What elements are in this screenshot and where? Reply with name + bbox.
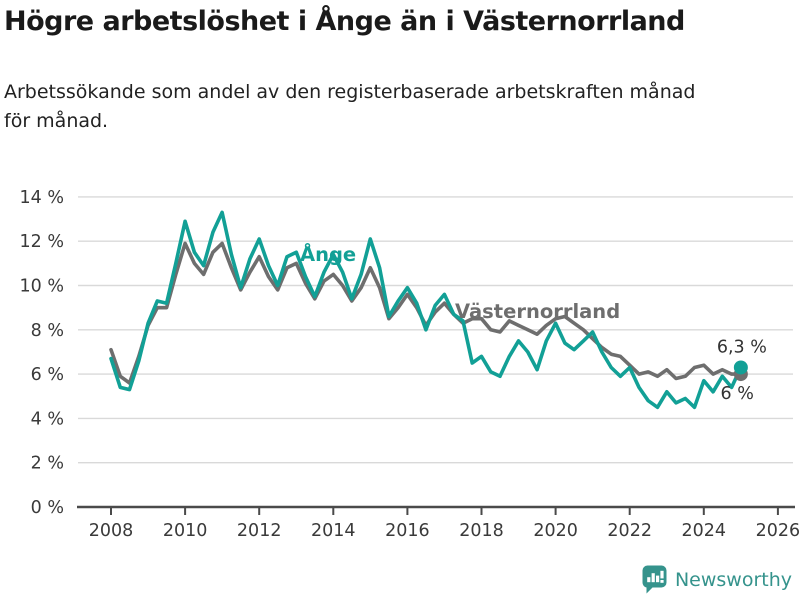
x-tick-label-2014: 2014 xyxy=(311,521,356,541)
x-tick-label-2018: 2018 xyxy=(459,521,504,541)
y-tick-label-6: 6 % xyxy=(31,365,64,385)
x-tick-label-2012: 2012 xyxy=(237,521,282,541)
y-tick-label-0: 0 % xyxy=(31,498,64,518)
nge-series-label: Ånge xyxy=(300,242,356,266)
x-tick-label-2008: 2008 xyxy=(89,521,134,541)
y-tick-label-8: 8 % xyxy=(31,321,64,341)
nge-end-value-label: 6,3 % xyxy=(717,337,767,357)
x-tick-label-2026: 2026 xyxy=(756,521,800,541)
x-tick-label-2022: 2022 xyxy=(607,521,652,541)
chart-subtitle: Arbetssökande som andel av den registerb… xyxy=(4,81,696,132)
y-tick-label-10: 10 % xyxy=(20,277,64,297)
chart-title: Högre arbetslöshet i Ånge än i Västernor… xyxy=(4,6,685,37)
nge-end-dot xyxy=(733,360,748,375)
nge-line xyxy=(109,210,743,410)
y-tick-label-2: 2 % xyxy=(31,454,64,474)
y-tick-label-4: 4 % xyxy=(31,409,64,429)
newsworthy-icon xyxy=(642,565,667,594)
x-tick-label-2024: 2024 xyxy=(682,521,727,541)
y-tick-label-14: 14 % xyxy=(20,188,64,208)
y-tick-label-12: 12 % xyxy=(20,232,64,252)
vsternorrland-series-label: Västernorrland xyxy=(455,300,620,323)
newsworthy-logo[interactable]: Newsworthy xyxy=(642,565,792,594)
x-tick-label-2016: 2016 xyxy=(385,521,430,541)
x-tick-label-2020: 2020 xyxy=(533,521,578,541)
vsternorrland-end-value-label: 6 % xyxy=(721,384,754,404)
newsworthy-wordmark: Newsworthy xyxy=(674,568,792,591)
x-tick-label-2010: 2010 xyxy=(163,521,208,541)
chart-area: 0 % 2 % 4 % 6 % 8 % 10 % 12 % 14 % 2008 2010 2012 2… xyxy=(0,160,800,560)
chart-svg: 0 % 2 % 4 % 6 % 8 % 10 % 12 % 14 % 2008 2010 2012 2… xyxy=(20,188,800,541)
